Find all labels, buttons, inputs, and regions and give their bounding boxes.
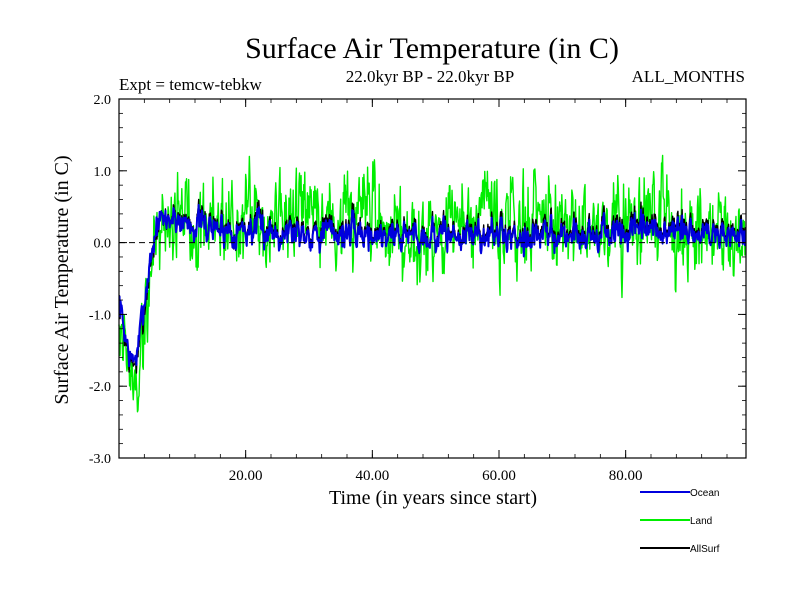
legend-label-ocean: Ocean: [690, 488, 719, 499]
plot-frame: [118, 98, 747, 459]
y-tick-label: 1.0: [94, 165, 112, 180]
chart-title: Surface Air Temperature (in C): [245, 32, 619, 65]
tick-layer: -3.0 -2.0 -1.0 0.0 1.0 2.0 20.00 40.00 60.00 80.0…: [89, 93, 746, 484]
y-tick-label: -2.0: [89, 380, 111, 395]
y-axis-label: Surface Air Temperature (in C): [51, 155, 73, 404]
months-label: ALL_MONTHS: [632, 67, 745, 86]
x-axis-label: Time (in years since start): [329, 487, 537, 509]
y-tick-label: 2.0: [94, 93, 112, 108]
x-tick-label: 80.00: [609, 468, 643, 484]
series-line-ocean: [118, 203, 747, 368]
x-tick-label: 20.00: [229, 468, 263, 484]
y-tick-label: -1.0: [89, 308, 111, 323]
y-tick-label: -3.0: [89, 452, 111, 467]
legend-label-allsurf: AllSurf: [690, 544, 720, 555]
x-tick-label: 60.00: [482, 468, 516, 484]
series-line-land: [118, 154, 747, 413]
x-tick-label: 40.00: [355, 468, 389, 484]
legend-label-land: Land: [690, 516, 712, 527]
experiment-label: Expt = temcw-tebkw: [119, 75, 262, 94]
period-label: 22.0kyr BP - 22.0kyr BP: [346, 67, 514, 86]
y-tick-label: 0.0: [94, 237, 112, 252]
plot-area: -3.0 -2.0 -1.0 0.0 1.0 2.0 20.00 40.00 60.00 80.0…: [89, 93, 747, 484]
series-layer: [118, 154, 747, 413]
legend: Ocean Land AllSurf: [640, 488, 720, 555]
